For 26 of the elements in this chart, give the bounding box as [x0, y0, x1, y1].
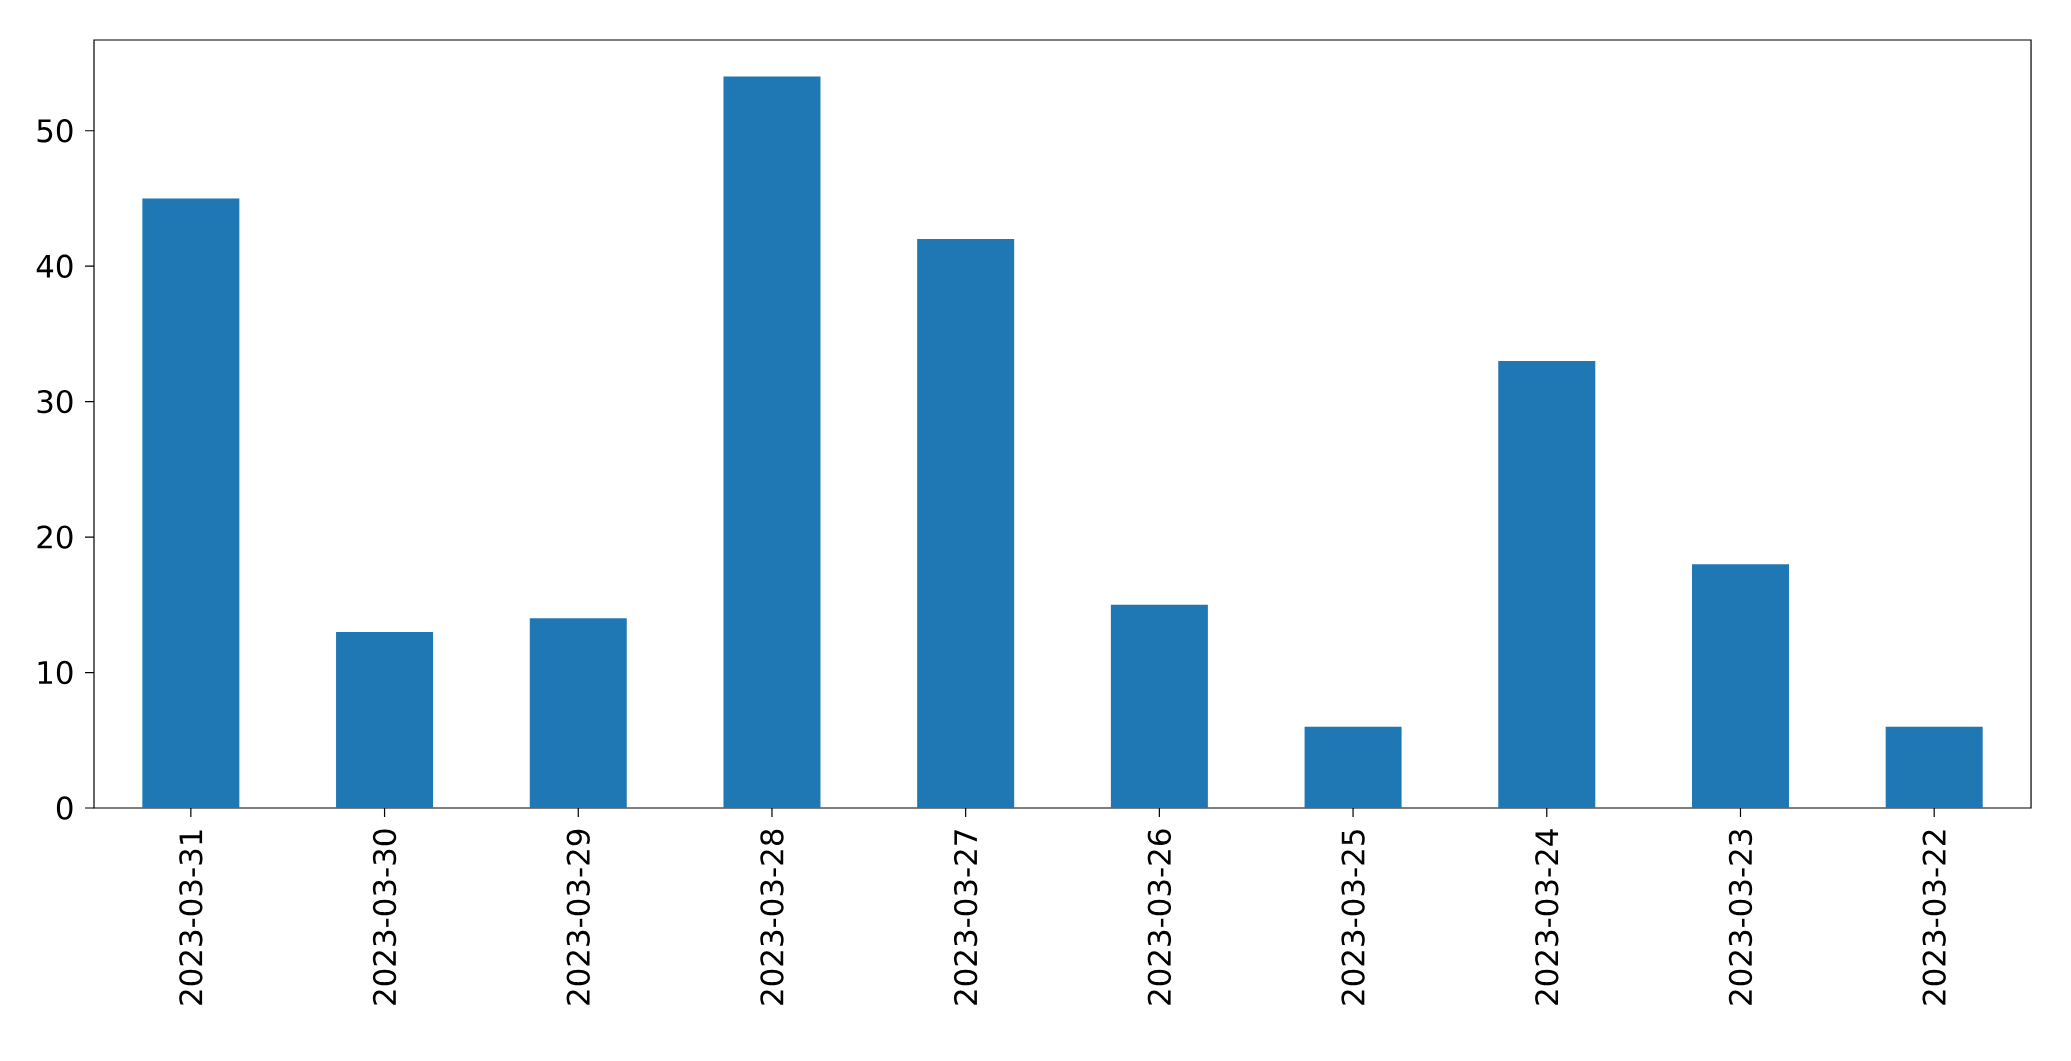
bar — [1498, 361, 1596, 808]
x-tick-label: 2023-03-29 — [566, 829, 590, 1005]
bar — [336, 631, 434, 808]
y-tick-label: 0 — [56, 796, 73, 820]
x-tick-label: 2023-03-30 — [372, 829, 397, 1005]
bar — [1885, 726, 1983, 808]
x-tick-label: 2023-03-31 — [179, 830, 203, 1005]
bar — [1304, 726, 1402, 808]
y-tick-label: 30 — [37, 389, 73, 414]
bar — [1691, 564, 1789, 808]
x-tick-label: 2023-03-24 — [1535, 829, 1559, 1005]
y-tick-label: 40 — [36, 254, 73, 278]
x-tick-label: 2023-03-25 — [1341, 830, 1365, 1005]
x-tick-label: 2023-03-28 — [760, 829, 784, 1005]
y-tick-label: 50 — [37, 119, 73, 143]
x-tick-label: 2023-03-22 — [1922, 830, 1946, 1005]
x-tick-label: 2023-03-27 — [953, 830, 978, 1005]
bar — [1110, 604, 1208, 808]
bar — [142, 198, 240, 808]
bar — [529, 618, 627, 808]
x-tick-label: 2023-03-23 — [1728, 830, 1753, 1005]
y-tick-label: 20 — [37, 525, 73, 549]
y-tick-label: 10 — [38, 660, 73, 685]
bar — [723, 76, 821, 808]
x-tick-label: 2023-03-26 — [1147, 829, 1172, 1005]
bar — [917, 239, 1015, 808]
